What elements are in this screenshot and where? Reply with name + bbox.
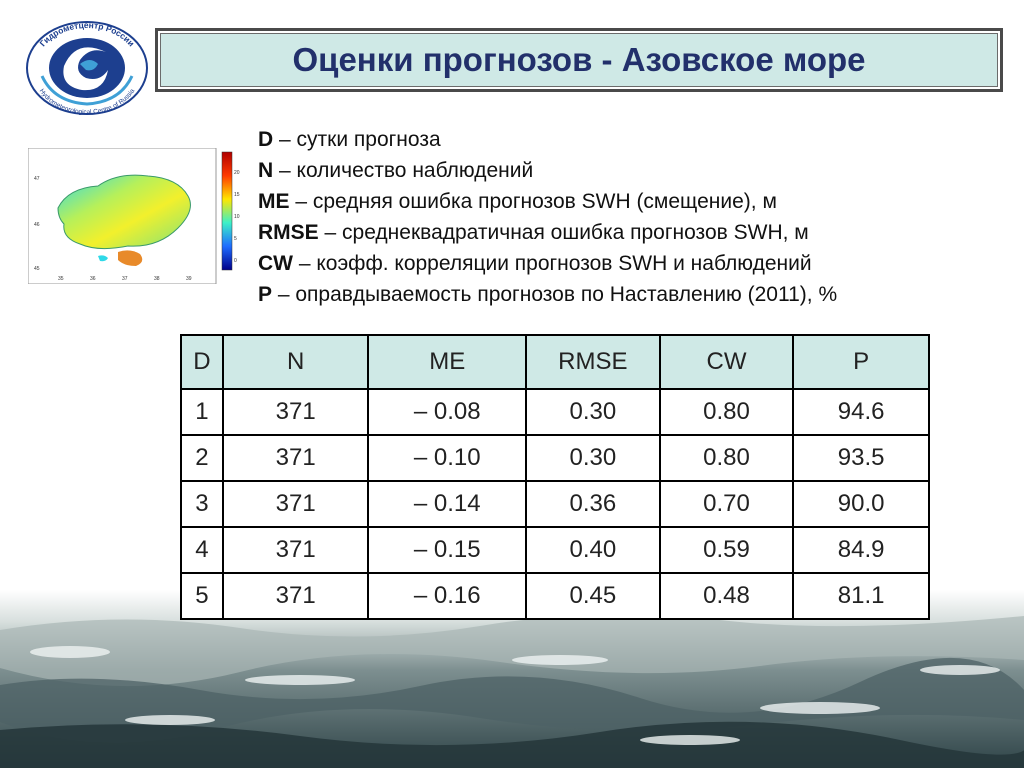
legend-key: CW	[258, 252, 293, 275]
cell-cw: 0.48	[658, 572, 795, 620]
cell-cw: 0.80	[658, 434, 795, 482]
table-row: 3 371 – 0.14 0.36 0.70 90.0	[180, 480, 930, 528]
abbreviation-legend: D – сутки прогноза N – количество наблюд…	[258, 124, 998, 310]
cell-cw: 0.70	[658, 480, 795, 528]
legend-key: N	[258, 159, 274, 182]
cell-d: 4	[180, 526, 224, 574]
table-row: 4 371 – 0.15 0.40 0.59 84.9	[180, 526, 930, 574]
legend-row-me: ME – средняя ошибка прогнозов SWH (смеще…	[258, 186, 998, 217]
legend-key: ME	[258, 190, 290, 213]
legend-text: – средняя ошибка прогнозов SWH (смещение…	[289, 190, 777, 213]
forecast-verification-table: D N ME RMSE CW P 1 371 – 0.08 0.30 0.80 …	[180, 334, 930, 620]
cell-n: 371	[221, 572, 370, 620]
column-header-d: D	[180, 334, 224, 390]
colorbar-tick: 5	[234, 236, 237, 242]
cell-me: – 0.16	[367, 572, 527, 620]
column-header-rmse: RMSE	[524, 334, 661, 390]
map-lon-label: 39	[186, 276, 192, 282]
cell-rmse: 0.36	[524, 480, 661, 528]
cell-p: 93.5	[792, 434, 930, 482]
cell-p: 94.6	[792, 388, 930, 436]
title-box: Оценки прогнозов - Азовское море	[155, 28, 1003, 92]
cell-me: – 0.14	[367, 480, 527, 528]
cell-p: 81.1	[792, 572, 930, 620]
legend-row-cw: CW – коэфф. корреляции прогнозов SWH и н…	[258, 248, 998, 279]
colorbar-tick: 0	[234, 258, 237, 264]
cell-rmse: 0.40	[524, 526, 661, 574]
cell-n: 371	[221, 434, 370, 482]
cell-cw: 0.59	[658, 526, 795, 574]
cell-me: – 0.15	[367, 526, 527, 574]
cell-p: 90.0	[792, 480, 930, 528]
legend-text: – количество наблюдений	[273, 159, 534, 182]
cell-p: 84.9	[792, 526, 930, 574]
map-lon-label: 37	[122, 276, 128, 282]
hydrometcentre-logo: Гидрометцентр России Hydrometeorological…	[26, 20, 148, 116]
page-title: Оценки прогнозов - Азовское море	[292, 41, 866, 78]
map-lon-label: 38	[154, 276, 160, 282]
cell-rmse: 0.45	[524, 572, 661, 620]
map-lat-label: 46	[34, 222, 40, 228]
legend-key: RMSE	[258, 221, 319, 244]
cell-me: – 0.08	[367, 388, 527, 436]
map-lon-label: 35	[58, 276, 64, 282]
azov-sea-swh-map: 20 15 10 5 0 47 46 45 35 36 37 38 39	[28, 148, 240, 284]
cell-n: 371	[221, 388, 370, 436]
cell-cw: 0.80	[658, 388, 795, 436]
legend-row-n: N – количество наблюдений	[258, 155, 998, 186]
legend-row-d: D – сутки прогноза	[258, 124, 998, 155]
forecast-verification-table-wrapper: D N ME RMSE CW P 1 371 – 0.08 0.30 0.80 …	[180, 334, 930, 620]
table-row: 5 371 – 0.16 0.45 0.48 81.1	[180, 572, 930, 620]
table-row: 2 371 – 0.10 0.30 0.80 93.5	[180, 434, 930, 482]
map-lat-label: 47	[34, 176, 40, 182]
cell-d: 1	[180, 388, 224, 436]
cell-rmse: 0.30	[524, 434, 661, 482]
cell-me: – 0.10	[367, 434, 527, 482]
column-header-n: N	[221, 334, 370, 390]
cell-d: 2	[180, 434, 224, 482]
map-lon-label: 36	[90, 276, 96, 282]
legend-text: – коэфф. корреляции прогнозов SWH и набл…	[293, 252, 812, 275]
colorbar-tick: 10	[234, 214, 240, 220]
legend-text: – среднеквадратичная ошибка прогнозов SW…	[318, 221, 809, 244]
legend-text: – оправдываемость прогнозов по Наставлен…	[272, 283, 838, 306]
cell-rmse: 0.30	[524, 388, 661, 436]
cell-d: 3	[180, 480, 224, 528]
legend-key: D	[258, 128, 274, 151]
cell-n: 371	[221, 526, 370, 574]
column-header-me: ME	[367, 334, 527, 390]
legend-row-rmse: RMSE – среднеквадратичная ошибка прогноз…	[258, 217, 998, 248]
colorbar-tick: 15	[234, 192, 240, 198]
legend-text: – сутки прогноза	[273, 128, 441, 151]
legend-key: P	[258, 283, 273, 306]
map-lat-label: 45	[34, 266, 40, 272]
column-header-p: P	[792, 334, 930, 390]
table-row: 1 371 – 0.08 0.30 0.80 94.6	[180, 388, 930, 436]
legend-row-p: P – оправдываемость прогнозов по Наставл…	[258, 279, 998, 310]
table-header-row: D N ME RMSE CW P	[180, 334, 930, 390]
cell-d: 5	[180, 572, 224, 620]
column-header-cw: CW	[658, 334, 795, 390]
cell-n: 371	[221, 480, 370, 528]
colorbar-tick: 20	[234, 170, 240, 176]
